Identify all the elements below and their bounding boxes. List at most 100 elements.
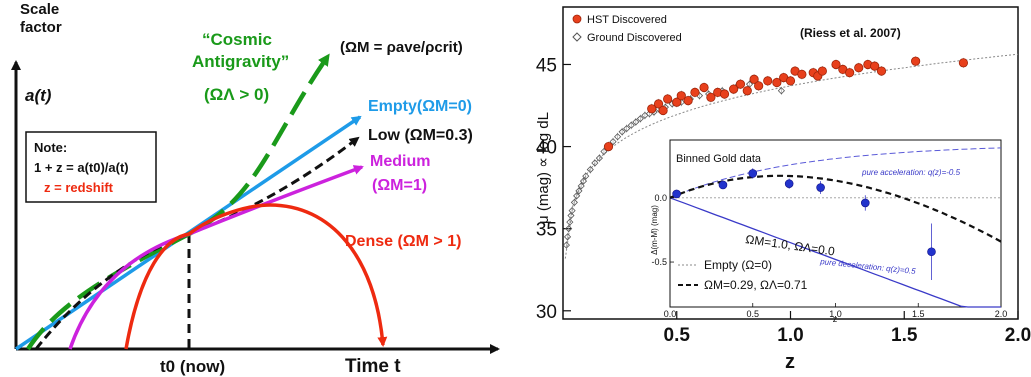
inset-title: Binned Gold data — [676, 153, 762, 165]
t0-label: t0 (now) — [160, 357, 225, 376]
ground-point — [567, 211, 575, 220]
inset-ylabel: Δ(m-M) (mag) — [650, 205, 659, 255]
left-xlabel: Time t — [345, 356, 401, 377]
series-empty-label: Empty(ΩM=0) — [368, 98, 472, 115]
ground-point — [568, 207, 576, 215]
hst-point — [876, 66, 887, 76]
note-line2: z = redshift — [44, 180, 114, 195]
series-cosmic-label-line1: “Cosmic — [202, 30, 272, 49]
ground-point — [627, 121, 635, 129]
hst-point — [958, 58, 969, 68]
note-box — [25, 131, 157, 203]
inset-legend-empty-label: Empty (Ω=0) — [704, 258, 772, 272]
right-xtick-label: 2.0 — [1005, 325, 1031, 346]
inset-points — [672, 168, 936, 281]
legend-ground-label: Ground Discovered — [587, 32, 682, 44]
inset-acceleration-curve — [669, 147, 1002, 199]
legend-ground-marker — [572, 32, 582, 42]
ground-point — [614, 133, 622, 141]
hst-point — [754, 81, 764, 91]
ground-point — [609, 138, 617, 146]
hst-point — [763, 76, 773, 86]
right-xtick-label: 1.0 — [777, 325, 803, 346]
series-cosmic-label-line3: (ΩΛ > 0) — [204, 85, 269, 104]
inset-deceleration-curve — [669, 197, 1001, 308]
right-ticks: 0.5 1.0 1.5 2.0 30 35 40 45 — [536, 55, 1031, 346]
hst-point — [749, 74, 759, 84]
inset-point — [816, 183, 825, 192]
inset-point — [784, 179, 794, 188]
ground-point — [636, 115, 644, 123]
series-dense-label: Dense (ΩM > 1) — [345, 233, 461, 250]
inset-xtick-label: 2.0 — [995, 309, 1008, 319]
series-low-label: Low (ΩM=0.3) — [368, 127, 473, 144]
series-dense-curve — [124, 203, 388, 350]
inset-point — [718, 180, 728, 190]
ground-point — [562, 241, 570, 249]
hst-point — [831, 59, 841, 70]
inset-point — [748, 169, 758, 178]
hst-point — [854, 63, 864, 73]
hst-point — [672, 97, 682, 107]
hst-point — [653, 99, 664, 109]
inset-panel: Binned Gold data 0.0 0.5 1.0 1.5 2.0 -0.50.0 … — [650, 139, 1007, 324]
ground-point — [595, 154, 603, 162]
right-ytick-label: 35 — [536, 220, 557, 241]
hst-points — [603, 56, 969, 152]
inset-acc-label: pure acceleration: q(z)=-0.5 — [861, 168, 961, 177]
hst-point — [683, 96, 693, 106]
inset-ytick-label: -0.5 — [651, 257, 667, 267]
inset-xtick-label: 0.0 — [664, 309, 677, 319]
ground-point — [566, 218, 574, 226]
note-line1: 1 + z = a(t0)/a(t) — [34, 160, 129, 175]
hst-point — [911, 56, 921, 66]
right-ytick-label: 45 — [536, 55, 557, 76]
inset-ticks: 0.0 0.5 1.0 1.5 2.0 -0.5 0.0 — [651, 193, 1007, 319]
hst-point — [690, 87, 700, 97]
legend-hst-marker — [572, 14, 582, 24]
right-xlabel: z — [785, 351, 795, 373]
left-ylabel-line2: factor — [20, 19, 62, 36]
ground-point — [591, 159, 599, 167]
ground-point — [618, 128, 626, 136]
right-ytick-label: 30 — [536, 302, 557, 323]
hst-point — [817, 66, 827, 76]
left-ylabel-symbol: a(t) — [25, 86, 52, 105]
series-low-curve — [34, 136, 360, 350]
ground-point — [582, 172, 590, 180]
hst-point — [647, 104, 657, 114]
inset-lcdm-curve — [669, 174, 1002, 243]
formula-label: (ΩM = ρave/ρcrit) — [340, 39, 463, 56]
inset-point — [927, 247, 936, 257]
hst-point — [719, 89, 730, 99]
ground-point — [570, 198, 578, 206]
right-xtick-label: 1.5 — [891, 325, 918, 346]
hst-point — [676, 91, 686, 101]
series-cosmic-label-line2: Antigravity” — [192, 52, 289, 71]
inset-xtick-label: 1.0 — [829, 309, 842, 319]
series-medium-label-line1: Medium — [370, 153, 430, 170]
right-ytick-label: 40 — [536, 138, 557, 159]
inset-xtick-label: 0.5 — [746, 309, 759, 319]
hst-point — [870, 61, 880, 71]
citation: (Riess et al. 2007) — [800, 26, 901, 40]
ground-point — [563, 233, 572, 241]
hst-point — [772, 77, 782, 88]
hst-point — [658, 105, 668, 116]
inset-point — [860, 198, 870, 208]
hst-point — [742, 86, 752, 96]
hst-point — [663, 94, 673, 104]
fit-curve — [564, 53, 1019, 259]
left-panel: Scale factor a(t) Time t t0 (now) (ΩM = … — [11, 1, 500, 377]
right-xtick-label: 0.5 — [664, 325, 691, 346]
hst-point — [797, 69, 807, 79]
right-ylabel: μ (mag) ∝ log dL — [535, 112, 552, 224]
inset-frame — [669, 139, 1002, 308]
ground-point — [600, 147, 608, 156]
hst-point — [706, 92, 716, 102]
hst-point — [729, 84, 739, 94]
series-medium-label-line2: (ΩM=1) — [372, 177, 427, 194]
inset-legend-lcdm-label: ΩM=0.29, ΩΛ=0.71 — [704, 278, 808, 292]
hst-point — [785, 76, 796, 86]
